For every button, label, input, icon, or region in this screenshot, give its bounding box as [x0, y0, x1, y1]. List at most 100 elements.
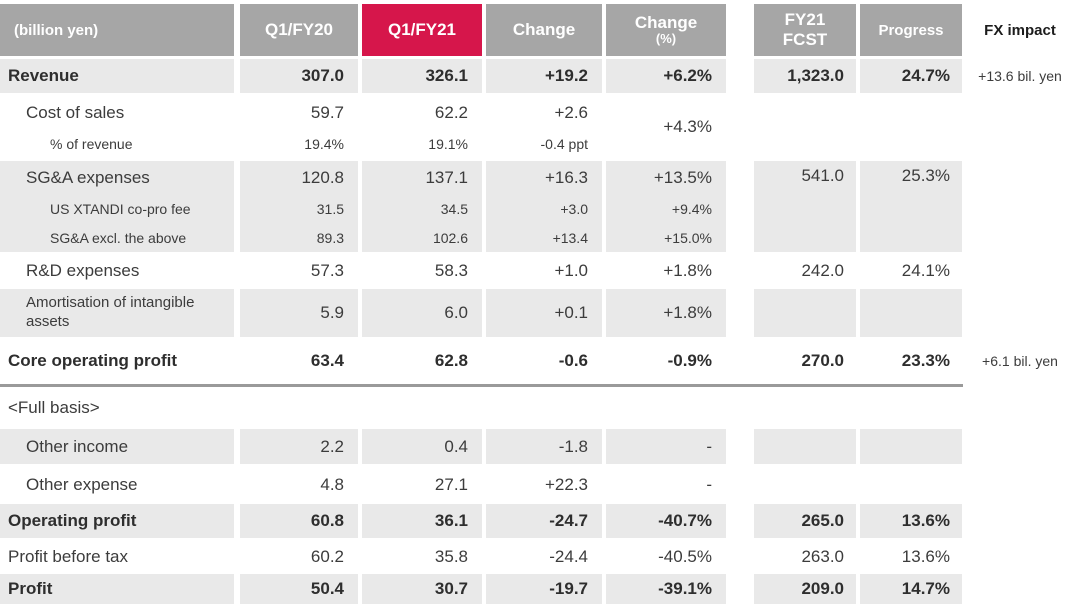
revenue-change-pct: +6.2% — [606, 59, 726, 93]
table-header-row: (billion yen) Q1/FY20 Q1/FY21 Change Cha… — [0, 4, 1080, 56]
pbt-fcst: 263.0 — [801, 546, 844, 566]
profit-label: Profit — [0, 574, 234, 604]
revenue-label: Revenue — [0, 59, 234, 93]
rd-change: +1.0 — [554, 260, 588, 280]
pbt-change: -24.4 — [549, 546, 588, 566]
sga-excl-q1fy20: 89.3 — [240, 223, 358, 252]
header-fx-impact: FX impact — [984, 21, 1056, 39]
sga-excl-q1fy21: 102.6 — [362, 223, 482, 252]
other-expense-change-pct: - — [706, 474, 712, 494]
other-income-q1fy20: 2.2 — [240, 429, 358, 464]
core-op-fcst: 270.0 — [801, 351, 844, 370]
sga-fcst: 541.0 — [754, 161, 856, 252]
pct-of-revenue-change: -0.4 ppt — [540, 135, 588, 152]
table-row-amortisation: Amortisation of intangible assets 5.9 6.… — [0, 289, 1080, 337]
cost-of-sales-q1fy20: 59.7 — [310, 102, 344, 122]
sga-progress: 25.3% — [860, 161, 962, 252]
table-row-profit: Profit 50.4 30.7 -19.7 -39.1% 209.0 14.7… — [0, 574, 1080, 604]
other-expense-label: Other expense — [26, 474, 138, 494]
full-basis-label: <Full basis> — [8, 398, 100, 417]
rd-change-pct: +1.8% — [663, 260, 712, 280]
xtandi-label: US XTANDI co-pro fee — [0, 194, 234, 223]
profit-fcst: 209.0 — [754, 574, 856, 604]
table-row-full-basis: <Full basis> — [0, 389, 1080, 427]
table-row-revenue: Revenue 307.0 326.1 +19.2 +6.2% 1,323.0 … — [0, 59, 1080, 93]
table-row-cost-of-sales: Cost of sales 59.7 62.2 +2.6 +4.3% % of … — [0, 96, 1080, 158]
header-unit-label: (billion yen) — [0, 4, 234, 56]
sga-excl-change: +13.4 — [486, 223, 602, 252]
table-row-profit-before-tax: Profit before tax 60.2 35.8 -24.4 -40.5%… — [0, 541, 1080, 572]
xtandi-change: +3.0 — [486, 194, 602, 223]
pct-of-revenue-label: % of revenue — [50, 135, 133, 152]
pbt-change-pct: -40.5% — [658, 546, 712, 566]
pbt-label: Profit before tax — [8, 546, 129, 566]
table-row-other-income: Other income 2.2 0.4 -1.8 - — [0, 429, 1080, 464]
header-progress: Progress — [860, 4, 962, 56]
sga-excl-label: SG&A excl. the above — [0, 223, 234, 252]
header-change-pct: Change (%) — [606, 4, 726, 56]
header-progress-label: Progress — [878, 21, 944, 39]
op-profit-q1fy20: 60.8 — [240, 504, 358, 538]
other-income-label: Other income — [0, 429, 234, 464]
amortisation-q1fy21: 6.0 — [362, 289, 482, 337]
op-profit-label: Operating profit — [0, 504, 234, 538]
rd-fcst: 242.0 — [801, 260, 844, 280]
section-divider-line — [0, 384, 963, 387]
op-profit-change-pct: -40.7% — [606, 504, 726, 538]
op-profit-progress: 13.6% — [860, 504, 962, 538]
xtandi-q1fy20: 31.5 — [240, 194, 358, 223]
sga-q1fy20: 120.8 — [240, 161, 358, 194]
sga-change-pct: +13.5% — [606, 161, 726, 194]
header-change: Change — [486, 4, 602, 56]
core-op-change-pct: -0.9% — [667, 351, 712, 370]
pbt-progress: 13.6% — [901, 546, 950, 566]
sga-label: SG&A expenses — [0, 161, 234, 194]
profit-progress: 14.7% — [860, 574, 962, 604]
core-op-label: Core operating profit — [8, 351, 178, 370]
pct-of-revenue-q1fy20: 19.4% — [304, 135, 344, 152]
rd-q1fy20: 57.3 — [310, 260, 344, 280]
pbt-q1fy21: 35.8 — [434, 546, 468, 566]
amortisation-label: Amortisation of intangible assets — [0, 289, 234, 337]
revenue-q1fy20: 307.0 — [240, 59, 358, 93]
header-change-pct-line2: (%) — [655, 31, 677, 47]
core-op-progress: 23.3% — [901, 351, 950, 370]
op-profit-fcst: 265.0 — [754, 504, 856, 538]
table-row-operating-profit: Operating profit 60.8 36.1 -24.7 -40.7% … — [0, 504, 1080, 538]
revenue-fx-impact: +13.6 bil. yen — [978, 68, 1062, 84]
other-expense-q1fy20: 4.8 — [320, 474, 344, 494]
revenue-fcst: 1,323.0 — [754, 59, 856, 93]
amortisation-label-text: Amortisation of intangible assets — [26, 294, 195, 330]
other-expense-q1fy21: 27.1 — [434, 474, 468, 494]
core-op-q1fy21: 62.8 — [434, 351, 468, 370]
core-op-fx-impact: +6.1 bil. yen — [982, 353, 1058, 369]
header-change-pct-stack: Change (%) — [635, 13, 697, 47]
rd-progress: 24.1% — [901, 260, 950, 280]
header-q1fy20: Q1/FY20 — [240, 4, 358, 56]
table-row-other-expense: Other expense 4.8 27.1 +22.3 - — [0, 467, 1080, 502]
cost-of-sales-change-pct: +4.3% — [663, 117, 712, 136]
core-op-q1fy20: 63.4 — [310, 351, 344, 370]
op-profit-change: -24.7 — [486, 504, 602, 538]
profit-q1fy21: 30.7 — [362, 574, 482, 604]
revenue-q1fy21: 326.1 — [362, 59, 482, 93]
profit-q1fy20: 50.4 — [240, 574, 358, 604]
revenue-change: +19.2 — [486, 59, 602, 93]
op-profit-q1fy21: 36.1 — [362, 504, 482, 538]
sga-excl-change-pct: +15.0% — [606, 223, 726, 252]
cost-of-sales-label: Cost of sales — [26, 102, 125, 122]
other-income-progress-empty — [860, 429, 962, 464]
table-row-core-operating-profit: Core operating profit 63.4 62.8 -0.6 -0.… — [0, 340, 1080, 382]
other-income-q1fy21: 0.4 — [362, 429, 482, 464]
other-income-change-pct: - — [606, 429, 726, 464]
other-income-fcst-empty — [754, 429, 856, 464]
profit-change-pct: -39.1% — [606, 574, 726, 604]
revenue-progress: 24.7% — [860, 59, 962, 93]
cost-of-sales-change: +2.6 — [554, 102, 588, 122]
rd-q1fy21: 58.3 — [434, 260, 468, 280]
table-row-rd: R&D expenses 57.3 58.3 +1.0 +1.8% 242.0 … — [0, 255, 1080, 286]
amortisation-change: +0.1 — [486, 289, 602, 337]
header-q1fy21-highlighted: Q1/FY21 — [362, 4, 482, 56]
pct-of-revenue-q1fy21: 19.1% — [428, 135, 468, 152]
